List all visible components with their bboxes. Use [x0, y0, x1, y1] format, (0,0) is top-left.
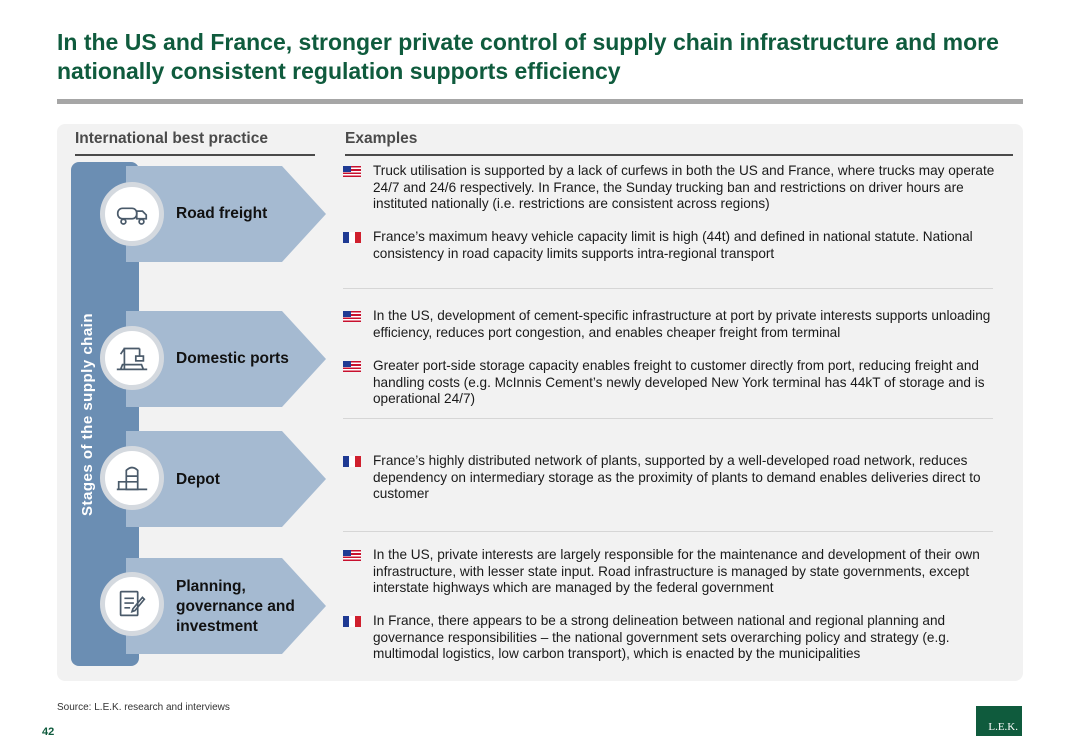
- stage-name-planning: Planning, governance and investment: [176, 578, 295, 635]
- page-number: 42: [42, 726, 55, 738]
- france-flag-icon: [343, 456, 361, 467]
- example-item: In France, there appears to be a strong …: [343, 613, 1013, 663]
- stage-name-depot: Depot: [176, 471, 220, 488]
- example-item: France’s highly distributed network of p…: [343, 453, 1013, 503]
- example-text: France’s maximum heavy vehicle capacity …: [373, 229, 973, 261]
- example-text: In the US, private interests are largely…: [373, 547, 980, 595]
- stage-name-road-freight: Road freight: [176, 205, 268, 222]
- row-divider: [343, 288, 993, 289]
- column-header-examples: Examples: [345, 130, 1013, 156]
- row-divider: [343, 531, 993, 532]
- example-text: Truck utilisation is supported by a lack…: [373, 163, 995, 211]
- silo-icon: [100, 446, 164, 510]
- document-pen-icon: [100, 572, 164, 636]
- example-item: France’s maximum heavy vehicle capacity …: [343, 229, 1013, 262]
- stage-name-domestic-ports: Domestic ports: [176, 350, 289, 367]
- lek-logo: L.E.K.: [976, 706, 1022, 736]
- logo-text: L.E.K.: [988, 721, 1018, 733]
- example-text: In France, there appears to be a strong …: [373, 613, 950, 661]
- example-text: In the US, development of cement-specifi…: [373, 308, 991, 340]
- stage-axis-label-text: Stages of the supply chain: [79, 312, 97, 516]
- example-text: France’s highly distributed network of p…: [373, 453, 981, 501]
- row-divider: [343, 418, 993, 419]
- stage-axis-label: Stages of the supply chain: [71, 162, 105, 666]
- port-crane-icon: [100, 326, 164, 390]
- example-item: In the US, private interests are largely…: [343, 547, 1013, 597]
- source-note: Source: L.E.K. research and interviews: [57, 702, 230, 713]
- page-title: In the US and France, stronger private c…: [57, 29, 999, 84]
- france-flag-icon: [343, 232, 361, 243]
- us-flag-icon: [343, 550, 361, 561]
- example-item: Greater port-side storage capacity enabl…: [343, 358, 1013, 408]
- example-item: Truck utilisation is supported by a lack…: [343, 163, 1013, 213]
- france-flag-icon: [343, 616, 361, 627]
- example-item: In the US, development of cement-specifi…: [343, 308, 1013, 341]
- title-divider: [57, 99, 1023, 104]
- example-text: Greater port-side storage capacity enabl…: [373, 358, 985, 406]
- us-flag-icon: [343, 166, 361, 177]
- us-flag-icon: [343, 361, 361, 372]
- column-header-best-practice: International best practice: [75, 130, 315, 156]
- us-flag-icon: [343, 311, 361, 322]
- truck-icon: [100, 182, 164, 246]
